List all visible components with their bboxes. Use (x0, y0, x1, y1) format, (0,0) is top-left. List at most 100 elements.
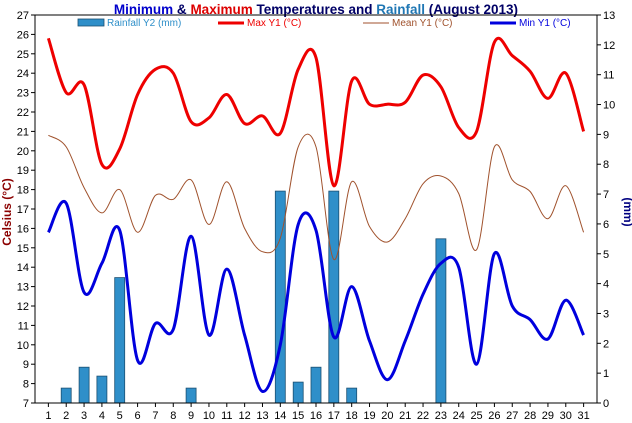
legend-label: Max Y1 (°C) (247, 18, 301, 29)
y-tick-label: 11 (18, 320, 29, 332)
y-tick-label: 17 (17, 204, 29, 216)
x-tick-label: 6 (135, 410, 141, 422)
y-tick-label: 12 (17, 301, 29, 313)
legend: Rainfall Y2 (mm) Max Y1 (°C) Mean Y1 (°C) M… (77, 18, 571, 29)
legend-label: Min Y1 (°C) (519, 18, 571, 29)
x-tick-label: 7 (152, 410, 158, 422)
x-tick-label: 31 (577, 410, 589, 422)
y-tick-label: 21 (17, 126, 29, 138)
x-tick-label: 30 (560, 410, 572, 422)
y-tick-label: 22 (17, 107, 29, 119)
title-segment: (August 2013) (425, 2, 518, 17)
y2-tick-label: 0 (603, 398, 609, 410)
x-tick-label: 4 (99, 410, 105, 422)
x-tick-label: 28 (524, 410, 536, 422)
x-tick-label: 17 (328, 410, 340, 422)
rainfall-bar (328, 190, 340, 404)
x-tick-label: 20 (381, 410, 393, 422)
y2-tick-label: 1 (603, 368, 609, 380)
y2-tick-label: 7 (603, 189, 609, 201)
y-tick-label: 8 (23, 379, 29, 391)
x-tick-label: 5 (117, 410, 123, 422)
y2-tick-label: 5 (603, 249, 609, 261)
x-tick-label: 10 (203, 410, 215, 422)
y-tick-label: 26 (17, 29, 29, 41)
min-temperature-line (47, 199, 585, 393)
x-tick-label: 11 (221, 410, 232, 422)
y-tick-label: 13 (17, 282, 29, 294)
y-tick-label: 15 (17, 243, 29, 255)
mean-temperature-line (48, 133, 585, 260)
y-tick-label: 20 (17, 146, 29, 158)
rainfall-bar (346, 387, 358, 404)
x-tick-label: 2 (63, 410, 69, 422)
y2-tick-label: 9 (603, 129, 609, 141)
rainfall-bar (292, 381, 304, 404)
y2-tick-label: 2 (603, 338, 609, 350)
x-axis-ticks: 1 2 3 4 5 6 7 8 9 10 11 12 13 14 15 16 17 18 19 20 21 22 23 24 2… (45, 403, 590, 422)
x-tick-label: 26 (488, 410, 500, 422)
y2-tick-label: 10 (603, 100, 615, 112)
chart-title: Minimum & Maximum Temperatures and Rainf… (114, 2, 518, 17)
legend-label: Rainfall Y2 (mm) (107, 18, 181, 29)
temperature-lines (46, 36, 586, 393)
y2-axis-label: (mm) (621, 197, 632, 226)
legend-entry: Rainfall Y2 (mm) (77, 18, 181, 29)
y2-tick-label: 11 (603, 70, 614, 82)
rainfall-bar (60, 387, 72, 404)
y-tick-label: 14 (17, 262, 29, 274)
y-tick-label: 16 (17, 223, 29, 235)
title-segment: Temperatures and (253, 2, 377, 17)
y-tick-label: 25 (17, 49, 29, 61)
rainfall-bar (310, 366, 322, 404)
y2-tick-label: 13 (603, 10, 615, 22)
legend-entry: Mean Y1 (°C) (363, 18, 453, 29)
legend-entry: Max Y1 (°C) (218, 18, 301, 29)
y2-tick-label: 8 (603, 159, 609, 171)
title-segment: Rainfall (376, 2, 425, 17)
title-segment: Maximum (190, 2, 252, 17)
y2-tick-label: 3 (603, 308, 609, 320)
y-tick-label: 23 (17, 88, 29, 100)
x-tick-label: 15 (292, 410, 304, 422)
x-tick-label: 23 (435, 410, 447, 422)
y2-tick-label: 4 (603, 279, 609, 291)
x-tick-label: 21 (399, 410, 411, 422)
x-tick-label: 13 (256, 410, 268, 422)
x-tick-label: 1 (45, 410, 51, 422)
x-tick-label: 24 (453, 410, 465, 422)
legend-swatch (77, 18, 105, 27)
x-tick-label: 16 (310, 410, 322, 422)
x-tick-label: 14 (274, 410, 286, 422)
rainfall-bar (185, 387, 197, 404)
x-tick-label: 12 (239, 410, 251, 422)
x-tick-label: 22 (417, 410, 429, 422)
legend-label: Mean Y1 (°C) (392, 18, 453, 29)
y-tick-label: 19 (17, 165, 29, 177)
x-tick-label: 9 (188, 410, 194, 422)
y2-tick-label: 6 (603, 219, 609, 231)
x-tick-label: 27 (506, 410, 518, 422)
title-segment: Minimum (114, 2, 173, 17)
rainfall-bar (114, 277, 126, 404)
title-segment: & (173, 2, 190, 17)
y-axis-ticks: 7 8 9 10 11 12 13 14 15 16 17 18 19 20 21 22 23 24 25 26 27 (17, 10, 35, 410)
x-tick-label: 18 (346, 410, 358, 422)
y2-tick-label: 12 (603, 40, 615, 52)
y-tick-label: 7 (23, 398, 29, 410)
x-tick-label: 8 (170, 410, 176, 422)
legend-entry: Min Y1 (°C) (490, 18, 571, 29)
y-tick-label: 9 (23, 359, 29, 371)
x-tick-label: 25 (470, 410, 482, 422)
y-tick-label: 24 (17, 68, 29, 80)
rainfall-bar (96, 375, 108, 404)
y-tick-label: 18 (17, 185, 29, 197)
y-tick-label: 27 (17, 10, 29, 22)
rainfall-bar (78, 366, 90, 404)
y-tick-label: 10 (17, 340, 29, 352)
max-temperature-line (46, 36, 586, 188)
x-tick-label: 19 (363, 410, 375, 422)
